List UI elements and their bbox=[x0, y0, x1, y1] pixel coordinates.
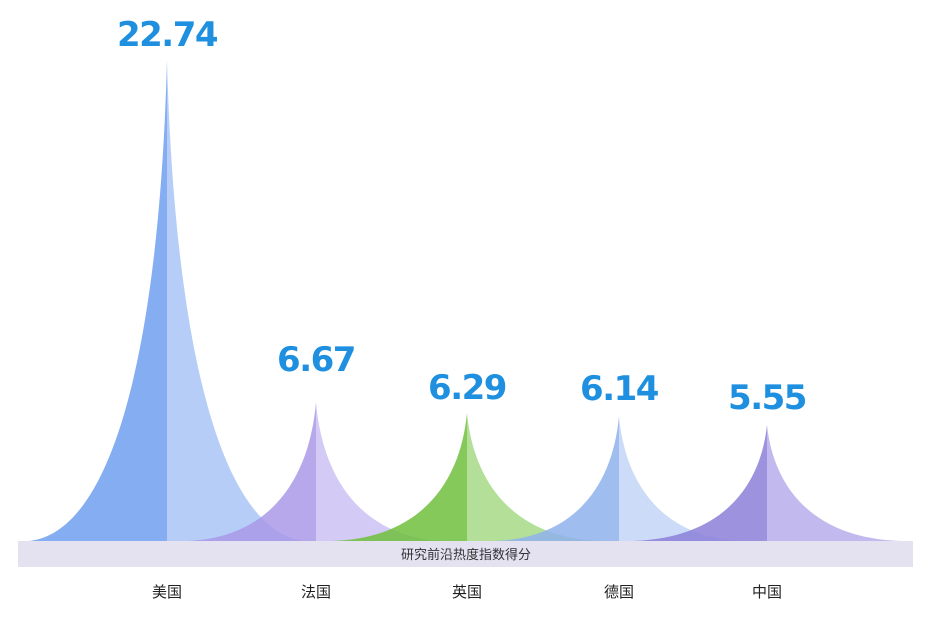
labels-layer: 22.74 美国 6.67 法国 6.29 英国 6.14 德国 5.55 中国 bbox=[117, 15, 807, 601]
baseline-label: 研究前沿热度指数得分 bbox=[401, 547, 531, 563]
peak-2 bbox=[332, 413, 602, 541]
peak-1-right bbox=[316, 402, 446, 541]
value-label-1: 6.67 bbox=[277, 340, 355, 380]
peak-2-right bbox=[467, 413, 602, 541]
value-label-3: 6.14 bbox=[580, 369, 659, 409]
peaks-layer bbox=[29, 60, 902, 541]
peak-3-right bbox=[619, 416, 744, 541]
peak-4-right bbox=[767, 425, 902, 541]
category-label-4: 中国 bbox=[752, 583, 782, 601]
peak-3-left bbox=[494, 416, 619, 541]
peak-4-left bbox=[632, 425, 767, 541]
peak-4 bbox=[632, 425, 902, 541]
peak-0-left bbox=[29, 60, 167, 541]
peak-2-left bbox=[332, 413, 467, 541]
peak-0 bbox=[29, 60, 305, 541]
peak-3 bbox=[494, 416, 744, 541]
category-label-0: 美国 bbox=[152, 583, 182, 601]
value-label-4: 5.55 bbox=[728, 378, 806, 418]
baseline-band bbox=[18, 541, 913, 567]
value-label-2: 6.29 bbox=[428, 368, 506, 408]
category-label-2: 英国 bbox=[452, 583, 482, 601]
category-label-1: 法国 bbox=[301, 583, 331, 601]
category-label-3: 德国 bbox=[604, 583, 634, 601]
value-label-0: 22.74 bbox=[117, 15, 218, 55]
peak-0-right bbox=[167, 60, 305, 541]
peak-1 bbox=[186, 402, 446, 541]
peak-1-left bbox=[186, 402, 316, 541]
